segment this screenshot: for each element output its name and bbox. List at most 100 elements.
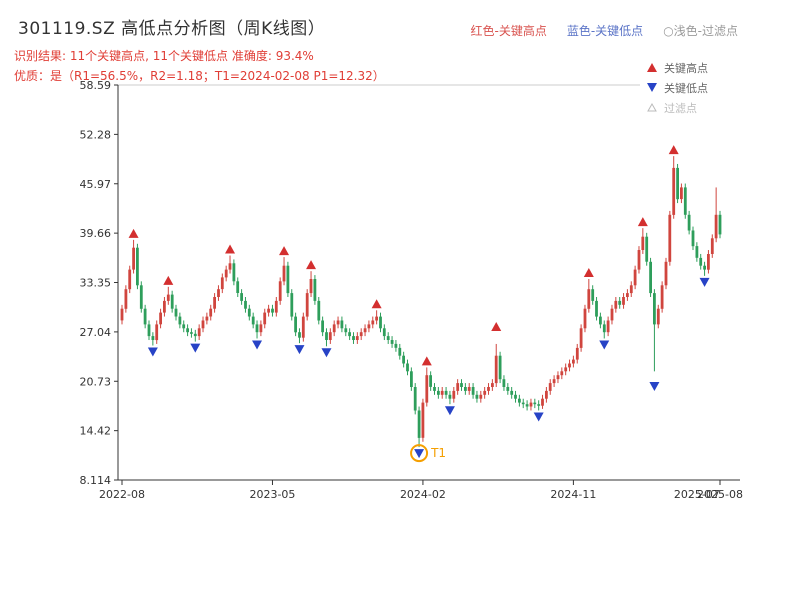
candle-body [182,324,186,329]
candle-body [456,383,460,391]
candle-body [479,394,483,399]
legend-high-icon [647,63,657,72]
candle-body [633,269,637,286]
candle-body [190,332,193,334]
candle-body [305,293,309,317]
candle-body [267,308,270,313]
candle-body [174,308,178,317]
key-high-marker [279,246,290,256]
candle-body [290,293,294,317]
candle-body [494,355,498,384]
legend-low-icon [647,83,657,92]
candle-body [467,387,471,391]
y-tick-label: 14.42 [80,425,112,438]
candle-body [332,324,336,333]
candle-body [660,285,664,309]
legend-filtered-icon [647,102,657,112]
candle-body [595,300,598,317]
key-high-marker [637,217,648,227]
candle-body [325,332,328,340]
candle-body [313,279,317,301]
candle-body [263,312,267,325]
candle-body [217,289,220,297]
key-low-marker [414,449,425,459]
legend-filtered-label: ○浅色-过滤点 [663,24,738,38]
key-high-marker [306,260,317,270]
candle-body [124,289,128,309]
candle-body [278,281,282,301]
candle-body [629,285,633,294]
key-low-marker [252,340,263,350]
candle-body [591,289,595,301]
candle-body [155,324,159,341]
candle-body [672,167,676,215]
candle-body [683,187,687,215]
legend-item-label: 过滤点 [664,102,697,115]
candle-body [163,300,166,313]
candle-body [375,316,378,321]
candle-body [587,289,591,309]
candle-body [506,387,510,391]
candle-body [568,363,571,368]
key-low-marker [321,348,332,358]
t1-label: T1 [430,446,446,460]
candle-body [197,328,201,337]
candle-body [417,410,421,438]
chart-legend-background [640,58,748,122]
candle-body [139,285,143,309]
candle-body [394,343,398,348]
candle-body [282,265,286,282]
key-low-marker [699,277,710,287]
candle-body [317,300,321,321]
candle-body [699,257,703,266]
candle-body [564,367,568,372]
y-tick-label: 52.28 [80,128,112,141]
candle-body [610,308,614,321]
x-tick-label: 2023-05 [249,488,295,501]
page-title: 301119.SZ 高低点分析图（周K线图） [18,19,326,39]
candle-body [170,294,174,309]
candle-body [132,247,135,270]
quality-result-text: 优质：是（R1=56.5%，R2=1.18；T1=2024-02-08 P1=1… [14,69,385,83]
candle-body [236,281,240,293]
candle-body [556,375,560,380]
candle-body [649,261,652,294]
candle-body [552,379,556,384]
candle-body [680,187,683,200]
candle-body [410,371,413,387]
candle-body [359,332,363,337]
key-high-marker [583,267,594,277]
key-high-marker [371,299,382,309]
candle-body [641,236,645,250]
candle-body [529,402,533,407]
candle-body [622,297,625,305]
candle-body [599,316,602,325]
candle-body [645,236,649,262]
key-low-marker [599,340,610,350]
candle-body [386,336,390,340]
candle-body [518,398,521,403]
candle-body [147,324,151,337]
candle-body [572,359,575,364]
candle-body [656,308,660,325]
key-low-marker [294,345,305,355]
candle-body [355,336,359,340]
candle-body [340,320,344,329]
candle-body [487,387,490,391]
candle-body [193,333,197,337]
candle-body [413,387,417,411]
candle-body [240,293,243,301]
candle-body [514,394,517,399]
key-high-marker [163,275,174,285]
legend-item-label: 关键高点 [664,61,708,75]
candle-body [259,324,263,333]
candle-body [255,324,259,333]
candle-body [614,300,618,309]
candle-body [143,308,147,325]
candles-layer [120,156,722,448]
candle-body [421,402,425,438]
candle-body [336,320,340,325]
key-high-marker [491,321,502,331]
candle-body [525,404,529,407]
candle-body [348,332,351,337]
